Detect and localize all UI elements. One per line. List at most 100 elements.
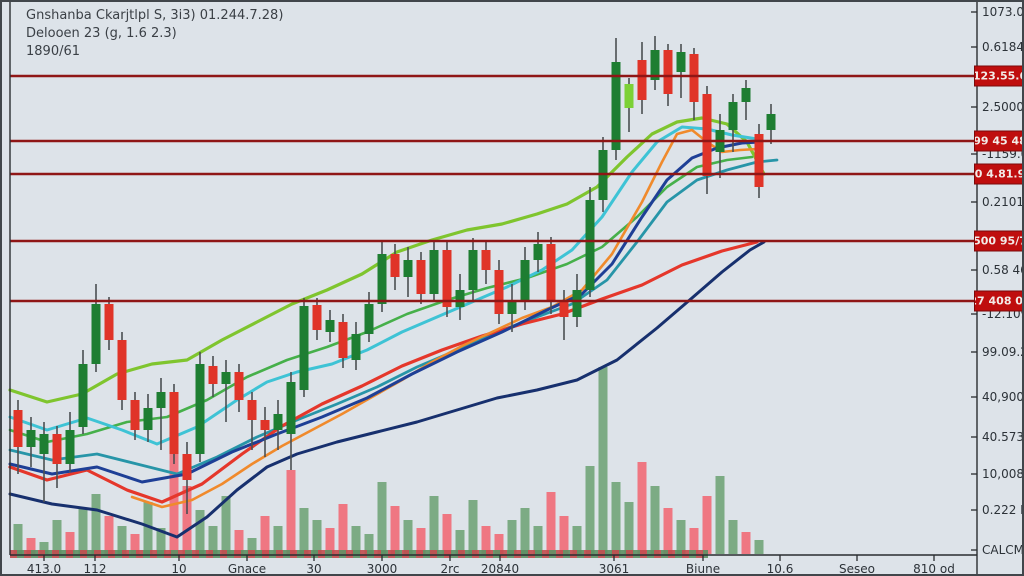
volume-bar xyxy=(117,526,127,554)
volume-bar xyxy=(520,508,530,554)
indicator-strip-cell xyxy=(101,550,108,558)
indicator-strip-cell xyxy=(192,550,199,558)
indicator-strip-cell xyxy=(451,550,458,558)
candle-up xyxy=(572,290,582,317)
chart-title-block: Gnshanba Ckarjtlpl S, 3i3) 01.244.7.28) … xyxy=(26,7,283,61)
indicator-strip-cell xyxy=(122,550,129,558)
price-level-badge: 27 408 03 xyxy=(974,290,1022,312)
indicator-strip-cell xyxy=(381,550,388,558)
time-axis-label: 10.6 xyxy=(766,562,794,576)
indicator-strip-cell xyxy=(423,550,430,558)
volume-bar xyxy=(455,530,465,554)
price-axis-label: 0.61843 xyxy=(982,40,1024,54)
indicator-strip-cell xyxy=(675,550,682,558)
price-axis-label: 40.573.6 xyxy=(982,430,1024,444)
indicator-strip-cell xyxy=(570,550,577,558)
indicator-strip-cell xyxy=(311,550,318,558)
indicator-strip-cell xyxy=(367,550,374,558)
indicator-strip-cell xyxy=(360,550,367,558)
indicator-strip-cell xyxy=(661,550,668,558)
volume-bar xyxy=(650,486,660,554)
candle-up xyxy=(585,200,595,290)
indicator-strip-cell xyxy=(374,550,381,558)
price-axis-label: 0.21016 xyxy=(982,195,1024,209)
candle-up xyxy=(351,334,361,360)
volume-bar xyxy=(468,500,478,554)
candle-up xyxy=(65,430,75,464)
candle-down xyxy=(169,392,179,454)
ma-cyan-line xyxy=(8,125,759,446)
indicator-strip-cell xyxy=(150,550,157,558)
candle-up xyxy=(728,102,738,130)
indicator-strip-cell xyxy=(178,550,185,558)
volume-bar xyxy=(546,492,556,554)
candle-down xyxy=(260,420,270,430)
volume-bar xyxy=(663,508,673,554)
indicator-strip-cell xyxy=(339,550,346,558)
candle-down xyxy=(663,50,673,94)
volume-bar xyxy=(52,520,62,554)
ma-navy-line xyxy=(8,140,762,484)
volume-bar xyxy=(221,496,231,554)
price-axis-label: 0.58 46 xyxy=(982,263,1024,277)
candle-up xyxy=(156,392,166,408)
volume-bar xyxy=(273,526,283,554)
candle-down xyxy=(52,434,62,464)
indicator-strip-cell xyxy=(696,550,703,558)
candle-down xyxy=(754,134,764,187)
indicator-strip-cell xyxy=(17,550,24,558)
indicator-strip-cell xyxy=(276,550,283,558)
indicator-strip-cell xyxy=(164,550,171,558)
indicator-strip-cell xyxy=(304,550,311,558)
indicator-strip-cell xyxy=(220,550,227,558)
candle-down xyxy=(702,94,712,176)
candle-down xyxy=(442,250,452,307)
candle-up xyxy=(299,306,309,390)
indicator-strip-cell xyxy=(528,550,535,558)
indicator-strip-cell xyxy=(437,550,444,558)
indicator-strip-cell xyxy=(444,550,451,558)
volume-bar xyxy=(104,516,114,554)
volume-bar xyxy=(676,520,686,554)
indicator-strip-cell xyxy=(493,550,500,558)
candle-up xyxy=(624,84,634,108)
indicator-strip-cell xyxy=(430,550,437,558)
indicator-strip-cell xyxy=(535,550,542,558)
candle-up xyxy=(325,320,335,332)
indicator-strip-cell xyxy=(213,550,220,558)
indicator-strip-cell xyxy=(108,550,115,558)
indicator-strip-cell xyxy=(633,550,640,558)
candle-down xyxy=(208,366,218,384)
volume-bar xyxy=(364,534,374,554)
indicator-strip-cell xyxy=(10,550,17,558)
indicator-strip-cell xyxy=(479,550,486,558)
indicator-strip-cell xyxy=(318,550,325,558)
candle-down xyxy=(390,254,400,277)
candle-up xyxy=(195,364,205,454)
price-axis-label: 99.09.2 xyxy=(982,345,1024,359)
volume-bar xyxy=(689,528,699,554)
indicator-strip-cell xyxy=(171,550,178,558)
indicator-strip-cell xyxy=(647,550,654,558)
indicator-strip-cell xyxy=(227,550,234,558)
price-axis-label: 2.5000D xyxy=(982,100,1024,114)
indicator-strip-cell xyxy=(129,550,136,558)
indicator-strip-cell xyxy=(591,550,598,558)
volume-bar xyxy=(507,520,517,554)
price-level-badge: 500 95/7 xyxy=(974,230,1022,252)
indicator-strip-cell xyxy=(325,550,332,558)
volume-bar xyxy=(637,462,647,554)
volume-bar xyxy=(624,502,634,554)
price-axis-label: CALCMS xyxy=(982,543,1024,557)
indicator-strip-cell xyxy=(241,550,248,558)
candle-down xyxy=(182,454,192,480)
indicator-strip-cell xyxy=(689,550,696,558)
indicator-strip-cell xyxy=(507,550,514,558)
indicator-strip-cell xyxy=(248,550,255,558)
candle-up xyxy=(455,290,465,307)
indicator-strip-cell xyxy=(654,550,661,558)
indicator-strip-cell xyxy=(24,550,31,558)
candle-up xyxy=(741,88,751,102)
indicator-strip-cell xyxy=(612,550,619,558)
